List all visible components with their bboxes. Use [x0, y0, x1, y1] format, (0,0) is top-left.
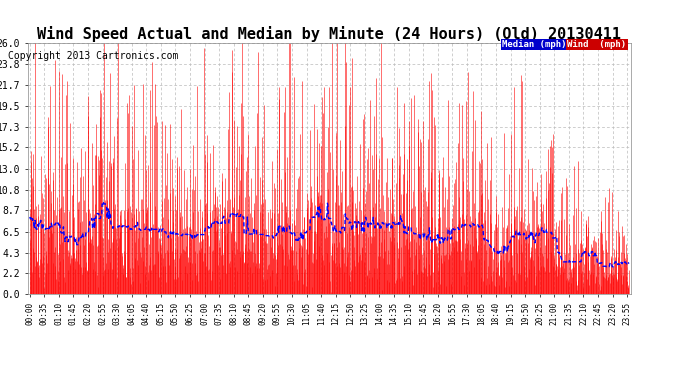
- Text: Copyright 2013 Cartronics.com: Copyright 2013 Cartronics.com: [8, 51, 179, 61]
- Title: Wind Speed Actual and Median by Minute (24 Hours) (Old) 20130411: Wind Speed Actual and Median by Minute (…: [37, 26, 622, 42]
- Text: Median (mph): Median (mph): [502, 40, 566, 49]
- Text: Wind  (mph): Wind (mph): [567, 40, 627, 49]
